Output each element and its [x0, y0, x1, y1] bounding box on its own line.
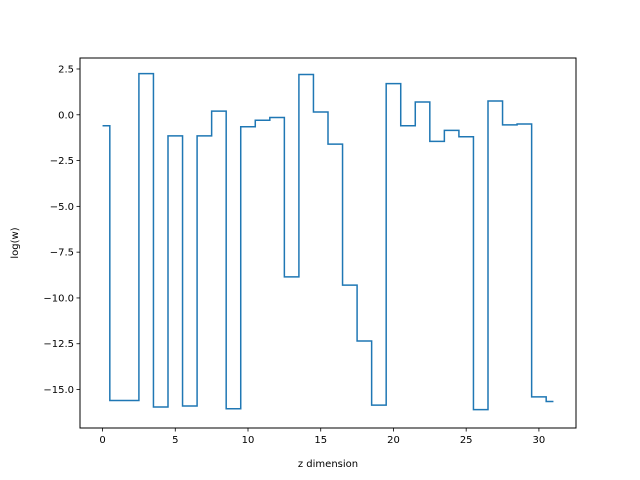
y-axis: 2.5 0.0 −2.5 −5.0 −7.5 −10.0 −12.5 −15.0 — [43, 64, 80, 396]
x-tick-label: 0 — [99, 435, 105, 446]
y-tick-label: −10.0 — [43, 293, 74, 304]
x-tick-label: 10 — [242, 435, 255, 446]
y-axis-label: log(w) — [10, 227, 21, 258]
y-tick-label: −2.5 — [50, 156, 74, 167]
x-axis-label: z dimension — [298, 459, 358, 470]
x-tick-label: 25 — [460, 435, 473, 446]
x-tick-label: 30 — [533, 435, 546, 446]
y-tick-label: −15.0 — [43, 385, 74, 396]
y-tick-label: −5.0 — [50, 202, 74, 213]
x-tick-label: 15 — [314, 435, 327, 446]
y-tick-label: −12.5 — [43, 339, 74, 350]
y-tick-label: −7.5 — [50, 248, 74, 259]
series-line-0 — [102, 72, 554, 411]
y-tick-label: 0.0 — [58, 110, 74, 121]
y-tick-label: 2.5 — [58, 64, 74, 75]
plot-frame — [79, 57, 577, 429]
x-tick-label: 5 — [172, 435, 178, 446]
x-tick-label: 20 — [387, 435, 400, 446]
x-axis: 0 5 10 15 20 25 30 — [99, 428, 545, 446]
series-layer — [102, 72, 554, 411]
